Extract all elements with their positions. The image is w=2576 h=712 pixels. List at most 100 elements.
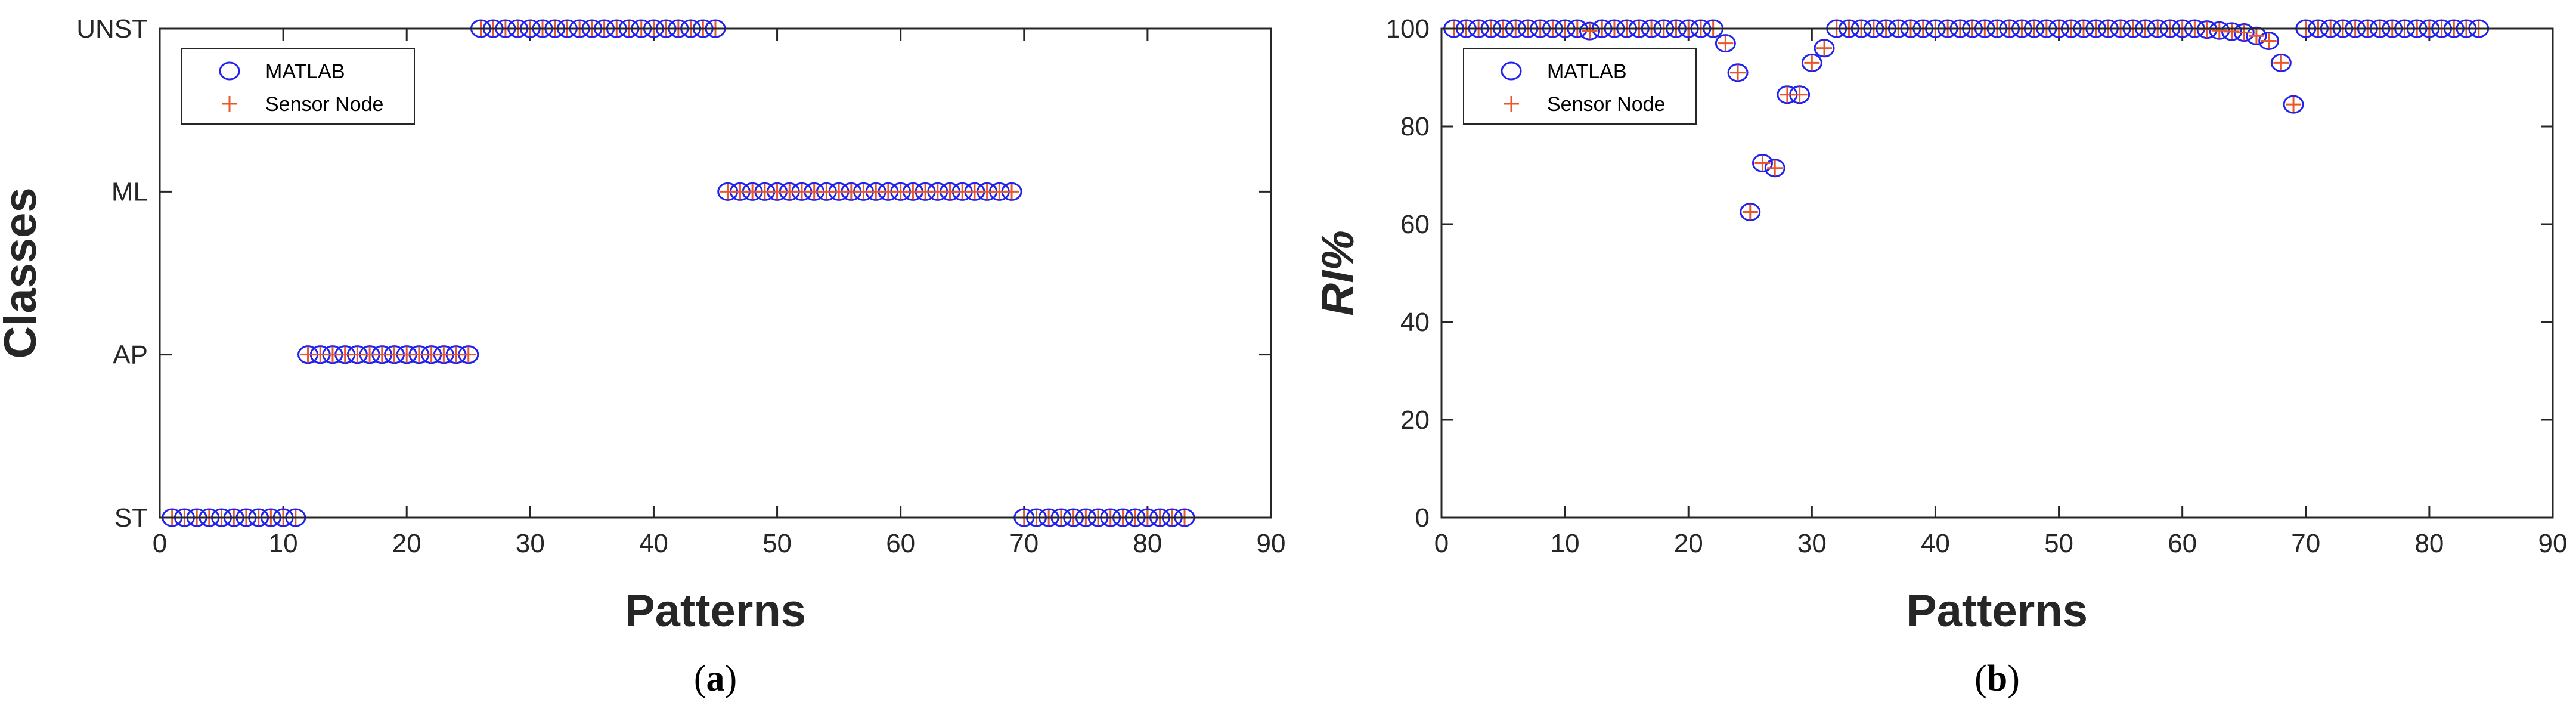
panel-a-y-tick-label: AP <box>113 340 148 370</box>
panel-b-x-tick-label: 30 <box>1797 529 1827 558</box>
panel-a-x-tick-labels: 0 10 20 30 40 50 60 70 80 90 <box>153 529 1286 558</box>
panel-b-x-tick-label: 10 <box>1551 529 1580 558</box>
panel-b-legend-matlab-marker <box>1501 61 1522 81</box>
panel-b-legend-box <box>1463 48 1697 125</box>
panel-b-y-tick-label: 40 <box>1400 308 1430 337</box>
panel-a: 0 10 20 30 40 50 60 70 80 90 ST AP ML UNST MATLAB Se… <box>0 14 1285 699</box>
panel-a-x-tick-label: 40 <box>639 529 668 558</box>
panel-a-legend-box <box>181 48 415 125</box>
panel-b-matlab-point <box>2196 20 2218 39</box>
panel-b-caption-letter: b <box>1987 658 2007 699</box>
panel-a-x-axis-title: Patterns <box>625 586 806 636</box>
panel-b-plot-frame <box>1440 27 2554 519</box>
panel-b-legend-matlab-label: MATLAB <box>1547 60 1627 83</box>
panel-b-matlab-point <box>1801 53 1822 72</box>
panel-b-sensor-node-point <box>2286 97 2302 113</box>
panel-b-y-tick-label: 0 <box>1415 503 1430 533</box>
panel-b-x-tick-label: 90 <box>2538 529 2568 558</box>
panel-b-caption-open: ( <box>1974 658 1987 699</box>
panel-b-sensor-node-point <box>2248 28 2264 44</box>
panel-b-legend-circle-marker <box>1501 61 1522 81</box>
panel-b-matlab-point <box>2233 23 2255 42</box>
panel-b-sensor-node-point <box>2236 24 2252 41</box>
panel-b-sensor-node-point <box>1718 35 1734 51</box>
panel-a-caption-open: ( <box>694 658 706 699</box>
panel-a-x-tick-label: 50 <box>762 529 792 558</box>
panel-b-sensor-node-point <box>1767 160 1783 176</box>
panel-a-legend-plus-marker <box>222 96 237 112</box>
panel-b-legend: MATLAB Sensor Node <box>1463 48 1697 125</box>
panel-b-matlab-point <box>2258 32 2280 50</box>
panel-a-legend-circle-marker <box>219 61 240 81</box>
panel-b-sensor-node-point <box>2211 23 2227 39</box>
panel-b-y-axis-title: RI% <box>1313 230 1363 316</box>
panel-b-sensor-node-point <box>1730 64 1746 81</box>
panel-b-x-tick-label: 70 <box>2291 529 2320 558</box>
panel-b-x-tick-label: 80 <box>2414 529 2444 558</box>
panel-a-caption-close: ) <box>725 658 737 699</box>
panel-a-x-tick-label: 30 <box>516 529 545 558</box>
panel-b-matlab-point <box>1715 34 1736 53</box>
panel-b-sensor-node-point <box>2224 23 2240 39</box>
panel-b-sensor-node-point <box>1742 204 1758 220</box>
panel-b-sensor-node-point <box>2273 55 2289 71</box>
panel-a-caption: (a) <box>694 658 737 699</box>
panel-a-x-tick-label: 80 <box>1133 529 1162 558</box>
panel-b-y-tick-label: 60 <box>1400 210 1430 239</box>
panel-b-legend-sensor-node-label: Sensor Node <box>1547 93 1665 116</box>
panel-b-x-tick-label: 0 <box>1434 529 1449 558</box>
panel-b-matlab-point <box>2209 21 2230 40</box>
panel-b-matlab-point <box>1764 159 1785 178</box>
panel-b-y-tick-label: 100 <box>1386 14 1430 44</box>
panel-a-y-axis-title: Classes <box>0 187 46 358</box>
panel-a-legend-sensor-node-marker <box>222 96 237 112</box>
panel-a-x-tick-label: 20 <box>392 529 421 558</box>
panel-a-sensor-node-point <box>460 346 476 363</box>
panel-a-x-tick-label: 90 <box>1257 529 1286 558</box>
panel-a-y-tick-labels: ST AP ML UNST <box>76 14 148 533</box>
panel-b-matlab-point <box>2283 95 2304 114</box>
panel-b-y-tick-label: 80 <box>1400 112 1430 141</box>
panel-b-matlab-point <box>1814 39 1835 58</box>
panel-b-x-tick-label: 40 <box>1921 529 1950 558</box>
panel-a-sensor-node-point <box>1004 184 1020 200</box>
panel-a-plot-frame <box>159 27 1272 519</box>
panel-b-caption: (b) <box>1974 658 2020 699</box>
panel-b-matlab-point <box>2246 26 2267 45</box>
panel-b-matlab-point <box>1752 154 1773 172</box>
panel-b-y-tick-labels: 0 20 40 60 80 100 <box>1386 14 1430 533</box>
panel-a-x-tick-label: 60 <box>886 529 915 558</box>
panel-a-x-tick-label: 70 <box>1009 529 1039 558</box>
panel-b-matlab-point <box>2270 53 2292 72</box>
panel-b-sensor-node-point <box>2199 21 2215 38</box>
panel-a-legend-matlab-marker <box>219 61 240 81</box>
panel-b-sensor-node-point <box>2261 33 2277 49</box>
panel-a-legend-sensor-node-label: Sensor Node <box>265 93 383 116</box>
panel-b-x-tick-labels: 0 10 20 30 40 50 60 70 80 90 <box>1434 529 2568 558</box>
panel-b-matlab-point <box>2221 22 2243 41</box>
panel-b-matlab-point <box>1579 21 1601 41</box>
panel-a-x-tick-label: 10 <box>269 529 298 558</box>
panel-b-sensor-node-point <box>1804 55 1820 71</box>
panel-b-sensor-node-point <box>1816 40 1833 56</box>
panel-b-x-tick-label: 50 <box>2044 529 2073 558</box>
panel-b-x-tick-label: 60 <box>2168 529 2197 558</box>
panel-b-sensor-node-point <box>1754 155 1771 171</box>
panel-b-matlab-point <box>1727 63 1749 82</box>
panel-a-y-tick-label: ML <box>111 177 148 206</box>
panel-b-legend-plus-marker <box>1504 96 1519 112</box>
panel-a-y-tick-label: UNST <box>76 14 148 44</box>
panel-b-legend-sensor-node-marker <box>1504 96 1519 112</box>
panel-b-matlab-point <box>1740 203 1761 221</box>
panel-a-caption-letter: a <box>706 658 725 699</box>
panel-b-sensor-node-point <box>1791 86 1808 103</box>
panel-a-x-tick-label: 0 <box>153 529 167 558</box>
panel-a-legend: MATLAB Sensor Node <box>181 48 415 125</box>
panel-b: 0 10 20 30 40 50 60 70 80 90 0 20 40 60 80 100 MATLAB … <box>1313 14 2567 699</box>
panel-b-x-axis-title: Patterns <box>1907 586 2088 636</box>
panel-a-y-tick-label: ST <box>114 503 148 533</box>
panel-b-sensor-node-point <box>1582 23 1598 39</box>
panel-b-y-tick-label: 20 <box>1400 405 1430 435</box>
panel-a-legend-matlab-label: MATLAB <box>265 60 345 83</box>
